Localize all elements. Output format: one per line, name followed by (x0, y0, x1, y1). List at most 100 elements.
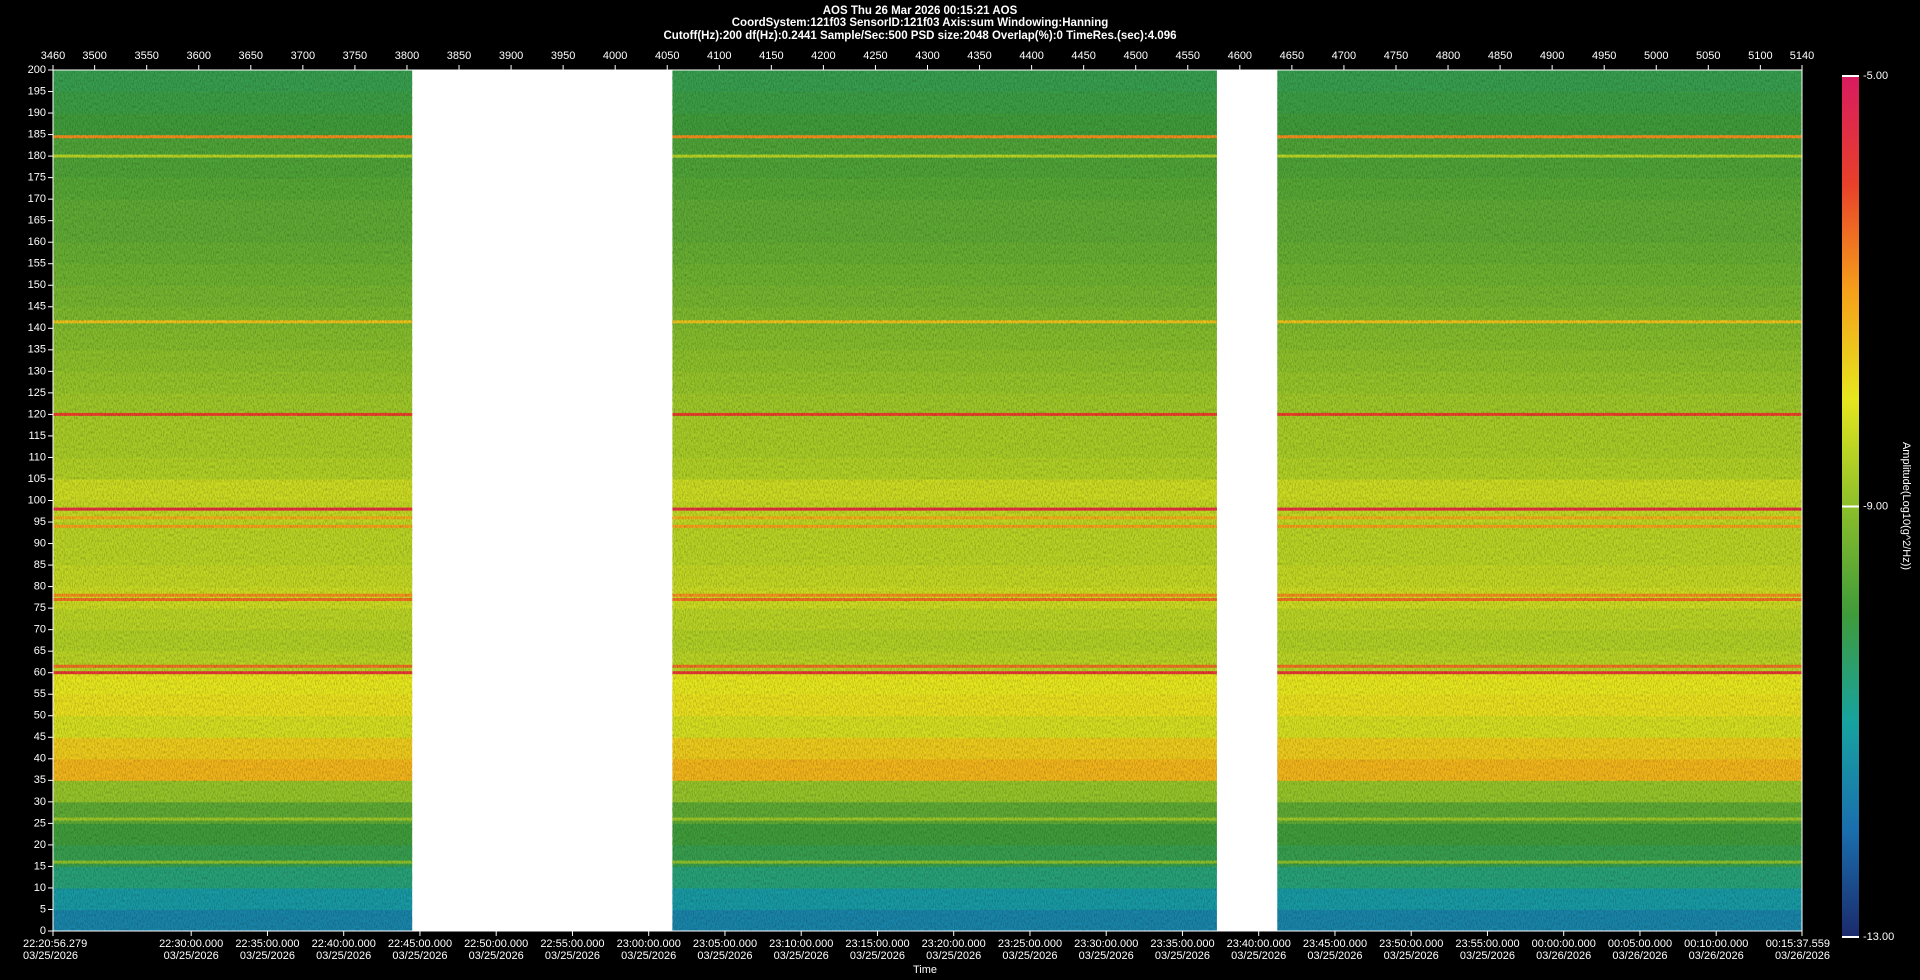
x2-tick-date: 03/25/2026 (240, 950, 295, 962)
x-tick-label: 5000 (1644, 50, 1668, 62)
texture (672, 70, 1217, 931)
x2-tick-date: 03/25/2026 (697, 950, 752, 962)
y-tick-label: 185 (28, 128, 46, 140)
x2-tick-label: 23:55:00.000 (1455, 938, 1519, 950)
y-tick-label: 155 (28, 258, 46, 270)
x-tick-label: 4050 (655, 50, 679, 62)
x2-tick-date: 03/25/2026 (1307, 950, 1362, 962)
y-tick-label: 60 (34, 667, 46, 679)
y-tick-label: 180 (28, 150, 46, 162)
x2-tick-date: 03/26/2026 (1775, 950, 1830, 962)
x2-tick-label: 00:00:00.000 (1532, 938, 1596, 950)
y-tick-label: 110 (28, 451, 46, 463)
x-tick-label: 3650 (239, 50, 263, 62)
y-tick-label: 105 (28, 473, 46, 485)
y-tick-label: 140 (28, 322, 46, 334)
x-tick-label: 4300 (915, 50, 939, 62)
x2-tick-label: 22:55:00.000 (540, 938, 604, 950)
x-tick-label: 3750 (343, 50, 367, 62)
x-tick-label: 4200 (811, 50, 835, 62)
x-tick-label: 4550 (1176, 50, 1200, 62)
y-tick-label: 165 (28, 215, 46, 227)
chart-subtitle: CoordSystem:121f03 SensorID:121f03 Axis:… (732, 17, 1109, 29)
y-tick-label: 130 (28, 365, 46, 377)
x2-tick-label: 23:40:00.000 (1227, 938, 1291, 950)
y-tick-label: 55 (34, 688, 46, 700)
x2-tick-date: 03/25/2026 (621, 950, 676, 962)
x-tick-label: 3500 (82, 50, 106, 62)
y-tick-label: 145 (28, 301, 46, 313)
x2-tick-date: 03/25/2026 (774, 950, 829, 962)
y-tick-label: 35 (34, 774, 46, 786)
y-tick-label: 150 (28, 279, 46, 291)
x-tick-label: 4250 (863, 50, 887, 62)
y-tick-label: 45 (34, 731, 46, 743)
x-tick-label: 4500 (1123, 50, 1147, 62)
data-segment (53, 70, 413, 932)
y-tick-label: 200 (28, 64, 46, 76)
x-tick-label: 3600 (187, 50, 211, 62)
x2-tick-label: 00:15:37.559 (1766, 938, 1830, 950)
x-tick-label: 4900 (1540, 50, 1564, 62)
x-tick-label: 3950 (551, 50, 575, 62)
y-tick-label: 15 (34, 860, 46, 872)
x2-tick-label: 23:45:00.000 (1303, 938, 1367, 950)
colorbar-tick-label: -9.00 (1863, 500, 1888, 512)
x-tick-label: 3700 (291, 50, 315, 62)
texture (53, 70, 413, 931)
colorbar-tick-label: -13.00 (1863, 931, 1894, 943)
y-tick-label: 25 (34, 817, 46, 829)
x2-tick-date: 03/25/2026 (850, 950, 905, 962)
x-tick-label: 3550 (134, 50, 158, 62)
y-tick-label: 95 (34, 516, 46, 528)
y-tick-label: 40 (34, 753, 46, 765)
y-tick-label: 190 (28, 107, 46, 119)
x2-tick-label: 23:20:00.000 (922, 938, 986, 950)
x2-tick-label: 23:00:00.000 (617, 938, 681, 950)
x2-tick-label: 22:30:00.000 (159, 938, 223, 950)
x-tick-label: 4950 (1592, 50, 1616, 62)
x-tick-label: 4600 (1228, 50, 1252, 62)
x2-tick-label: 23:50:00.000 (1379, 938, 1443, 950)
x-tick-label: 4700 (1332, 50, 1356, 62)
x2-tick-label: 23:05:00.000 (693, 938, 757, 950)
y-tick-label: 175 (28, 172, 46, 184)
chart-subtitle: Cutoff(Hz):200 df(Hz):0.2441 Sample/Sec:… (663, 30, 1176, 42)
y-tick-label: 80 (34, 581, 46, 593)
x-tick-label: 3900 (499, 50, 523, 62)
x2-tick-date: 03/25/2026 (1002, 950, 1057, 962)
x2-tick-label: 22:45:00.000 (388, 938, 452, 950)
chart-title: AOS Thu 26 Mar 2026 00:15:21 AOS (823, 5, 1018, 17)
x-tick-label: 4350 (967, 50, 991, 62)
x2-tick-date: 03/25/2026 (1079, 950, 1134, 962)
x2-tick-label: 22:35:00.000 (235, 938, 299, 950)
x2-tick-label: 00:10:00.000 (1684, 938, 1748, 950)
y-tick-label: 10 (34, 882, 46, 894)
x2-tick-date: 03/25/2026 (392, 950, 447, 962)
y-tick-label: 170 (28, 193, 46, 205)
data-segment (672, 70, 1217, 932)
x-tick-label: 3850 (447, 50, 471, 62)
x-tick-label: 5140 (1790, 50, 1814, 62)
x-tick-label: 4400 (1019, 50, 1043, 62)
y-tick-label: 135 (28, 344, 46, 356)
y-tick-label: 20 (34, 839, 46, 851)
texture (1277, 70, 1802, 931)
x2-tick-label: 23:30:00.000 (1074, 938, 1138, 950)
y-tick-label: 115 (28, 430, 46, 442)
y-tick-label: 85 (34, 559, 46, 571)
x-axis-label: Time (913, 964, 937, 976)
data-segment (1277, 70, 1802, 932)
x2-tick-label: 23:35:00.000 (1150, 938, 1214, 950)
y-tick-label: 120 (28, 408, 46, 420)
colorbar-tick-label: -5.00 (1863, 70, 1888, 82)
y-tick-label: 0 (40, 925, 46, 937)
y-tick-label: 125 (28, 387, 46, 399)
x2-tick-label: 23:25:00.000 (998, 938, 1062, 950)
y-tick-label: 70 (34, 624, 46, 636)
x2-tick-label: 23:15:00.000 (845, 938, 909, 950)
y-tick-label: 75 (34, 602, 46, 614)
y-tick-label: 5 (40, 903, 46, 915)
x2-tick-date: 03/26/2026 (1689, 950, 1744, 962)
